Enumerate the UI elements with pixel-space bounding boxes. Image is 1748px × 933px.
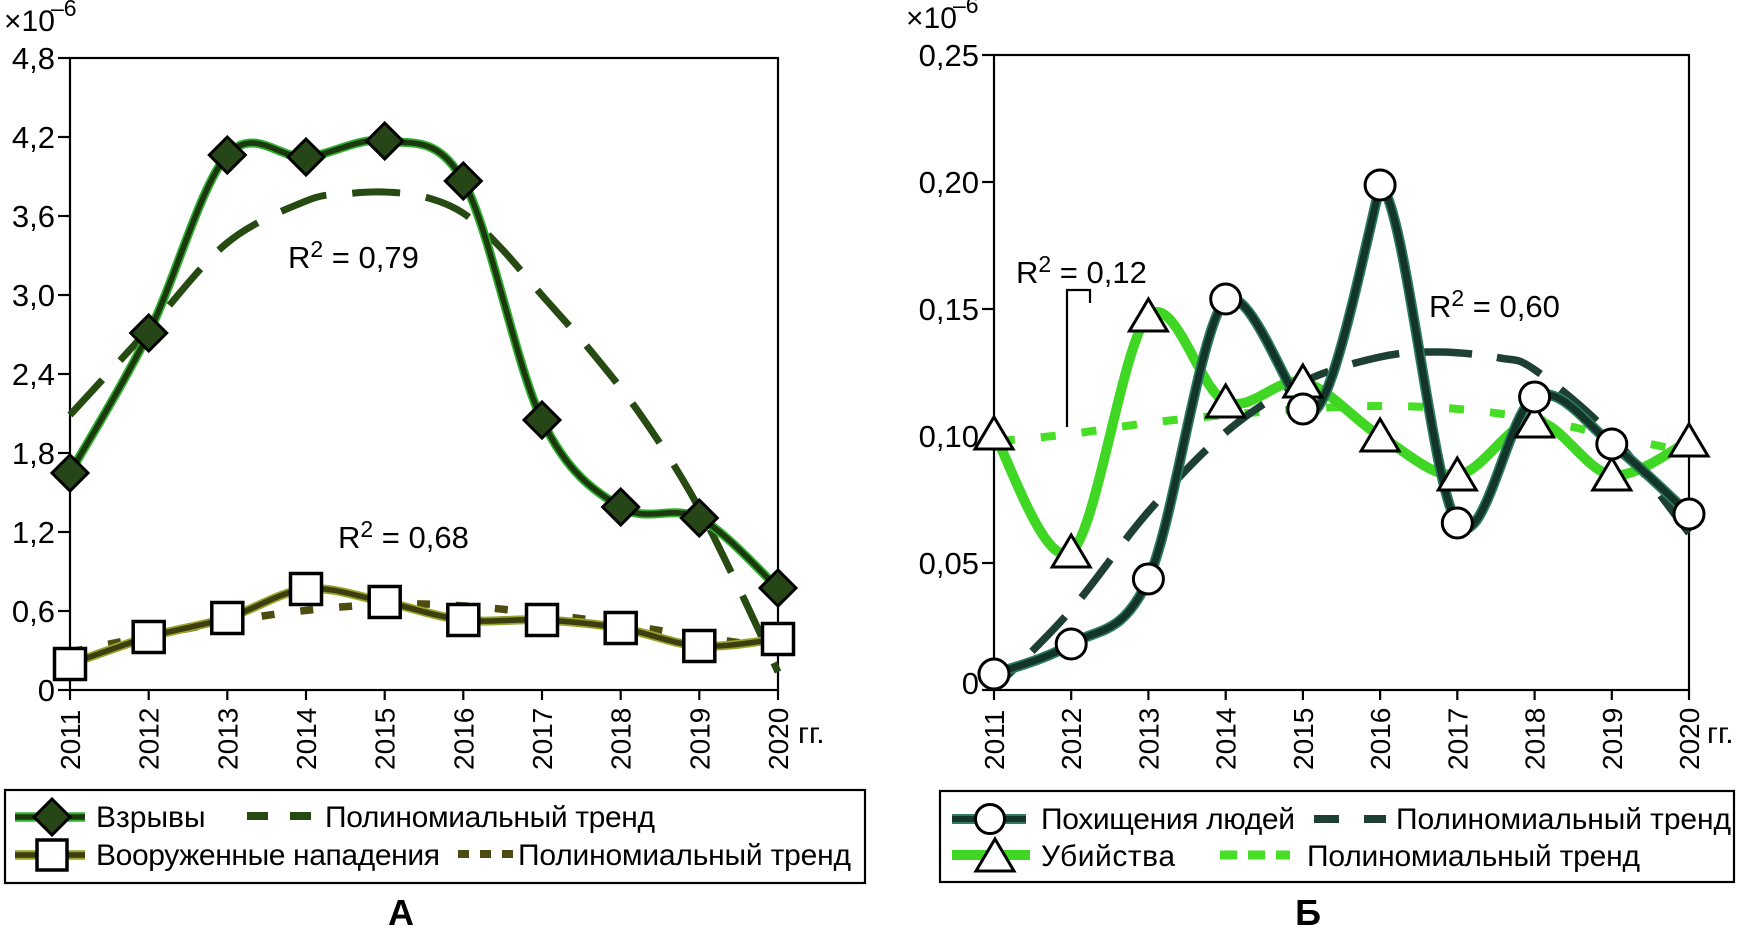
svg-text:–6: –6	[953, 0, 979, 18]
svg-text:1,8: 1,8	[12, 436, 55, 471]
svg-text:2012: 2012	[1056, 708, 1087, 770]
svg-text:3,6: 3,6	[12, 199, 55, 234]
svg-text:×10: ×10	[4, 5, 55, 38]
svg-text:2013: 2013	[212, 708, 243, 770]
svg-text:0,20: 0,20	[919, 165, 979, 200]
svg-text:А: А	[388, 892, 414, 928]
svg-text:Полиномиальный тренд: Полиномиальный тренд	[325, 801, 655, 834]
svg-text:Полиномиальный тренд: Полиномиальный тренд	[518, 839, 851, 872]
svg-text:4,2: 4,2	[12, 120, 55, 155]
svg-text:Полиномиальный тренд: Полиномиальный тренд	[1396, 803, 1731, 836]
svg-text:2012: 2012	[134, 708, 165, 770]
svg-text:2014: 2014	[1211, 708, 1242, 770]
svg-text:×10: ×10	[906, 2, 957, 35]
svg-text:2019: 2019	[1597, 708, 1628, 770]
svg-text:0: 0	[962, 666, 979, 701]
svg-text:2020: 2020	[763, 708, 794, 770]
svg-text:2017: 2017	[527, 708, 558, 770]
svg-text:2014: 2014	[291, 708, 322, 770]
svg-text:R2 = 0,60: R2 = 0,60	[1429, 285, 1560, 324]
svg-text:4,8: 4,8	[12, 41, 55, 76]
svg-text:–6: –6	[51, 0, 77, 21]
svg-text:Полиномиальный тренд: Полиномиальный тренд	[1307, 840, 1640, 873]
svg-text:Убийства: Убийства	[1041, 840, 1175, 873]
svg-text:2018: 2018	[1520, 708, 1551, 770]
svg-text:2011: 2011	[55, 710, 86, 770]
svg-text:2016: 2016	[448, 708, 479, 770]
svg-text:2013: 2013	[1133, 708, 1164, 770]
svg-text:0,05: 0,05	[919, 546, 979, 581]
svg-text:0,10: 0,10	[919, 419, 979, 454]
svg-text:0,25: 0,25	[919, 38, 979, 73]
svg-text:0,6: 0,6	[12, 594, 55, 629]
svg-text:2,4: 2,4	[12, 357, 55, 392]
svg-text:1,2: 1,2	[12, 515, 55, 550]
svg-text:0: 0	[38, 673, 55, 708]
svg-text:2020: 2020	[1674, 708, 1705, 770]
svg-text:2016: 2016	[1365, 708, 1396, 770]
svg-text:2011: 2011	[979, 710, 1010, 770]
svg-text:Вооруженные нападения: Вооруженные нападения	[96, 839, 440, 872]
svg-text:R2 = 0,12: R2 = 0,12	[1016, 251, 1147, 290]
svg-text:Б: Б	[1295, 892, 1321, 928]
svg-text:Взрывы: Взрывы	[96, 801, 206, 834]
svg-text:Похищения людей: Похищения людей	[1041, 803, 1295, 836]
svg-text:2019: 2019	[684, 708, 715, 770]
svg-text:R2 = 0,68: R2 = 0,68	[338, 516, 469, 555]
svg-text:2017: 2017	[1442, 708, 1473, 770]
svg-text:гг.: гг.	[1707, 717, 1734, 750]
svg-text:гг.: гг.	[798, 717, 825, 750]
svg-text:2018: 2018	[606, 708, 637, 770]
svg-text:3,0: 3,0	[12, 278, 55, 313]
svg-text:2015: 2015	[370, 708, 401, 770]
svg-text:R2 = 0,79: R2 = 0,79	[288, 236, 419, 275]
svg-text:0,15: 0,15	[919, 292, 979, 327]
svg-text:2015: 2015	[1288, 708, 1319, 770]
